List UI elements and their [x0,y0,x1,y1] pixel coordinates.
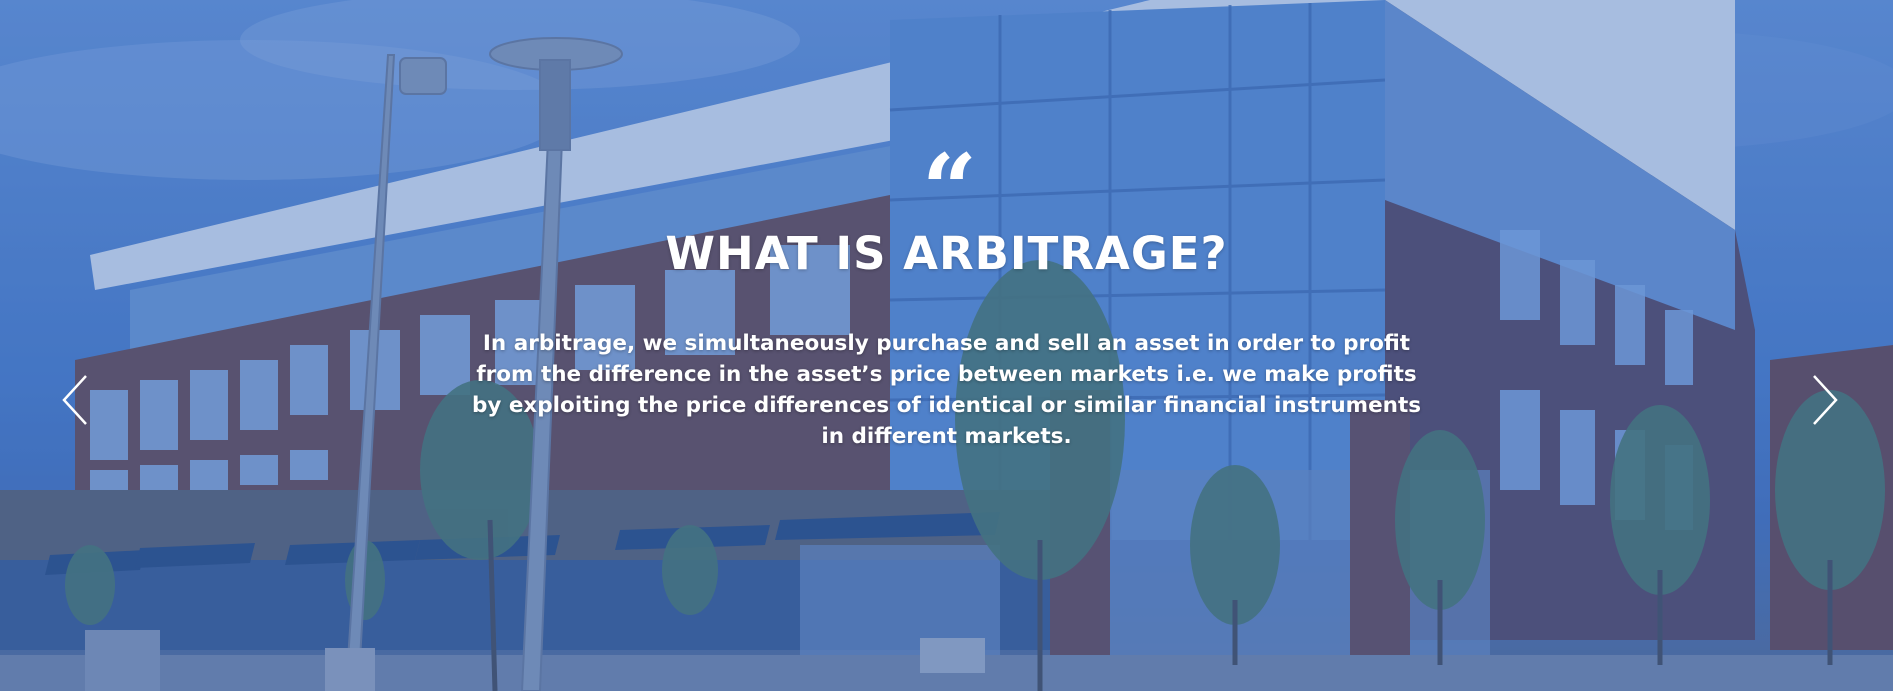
chevron-right-icon [1813,375,1838,425]
slide-content: “ WHAT IS ARBITRAGE? In arbitrage, we si… [440,133,1453,452]
previous-slide-button[interactable] [56,372,96,428]
chevron-left-icon [62,375,87,425]
slide-title: WHAT IS ARBITRAGE? [665,227,1228,280]
slide-description: In arbitrage, we simultaneously purchase… [471,331,1422,449]
next-slide-button[interactable] [1804,372,1844,428]
quote-icon: “ [921,133,977,246]
